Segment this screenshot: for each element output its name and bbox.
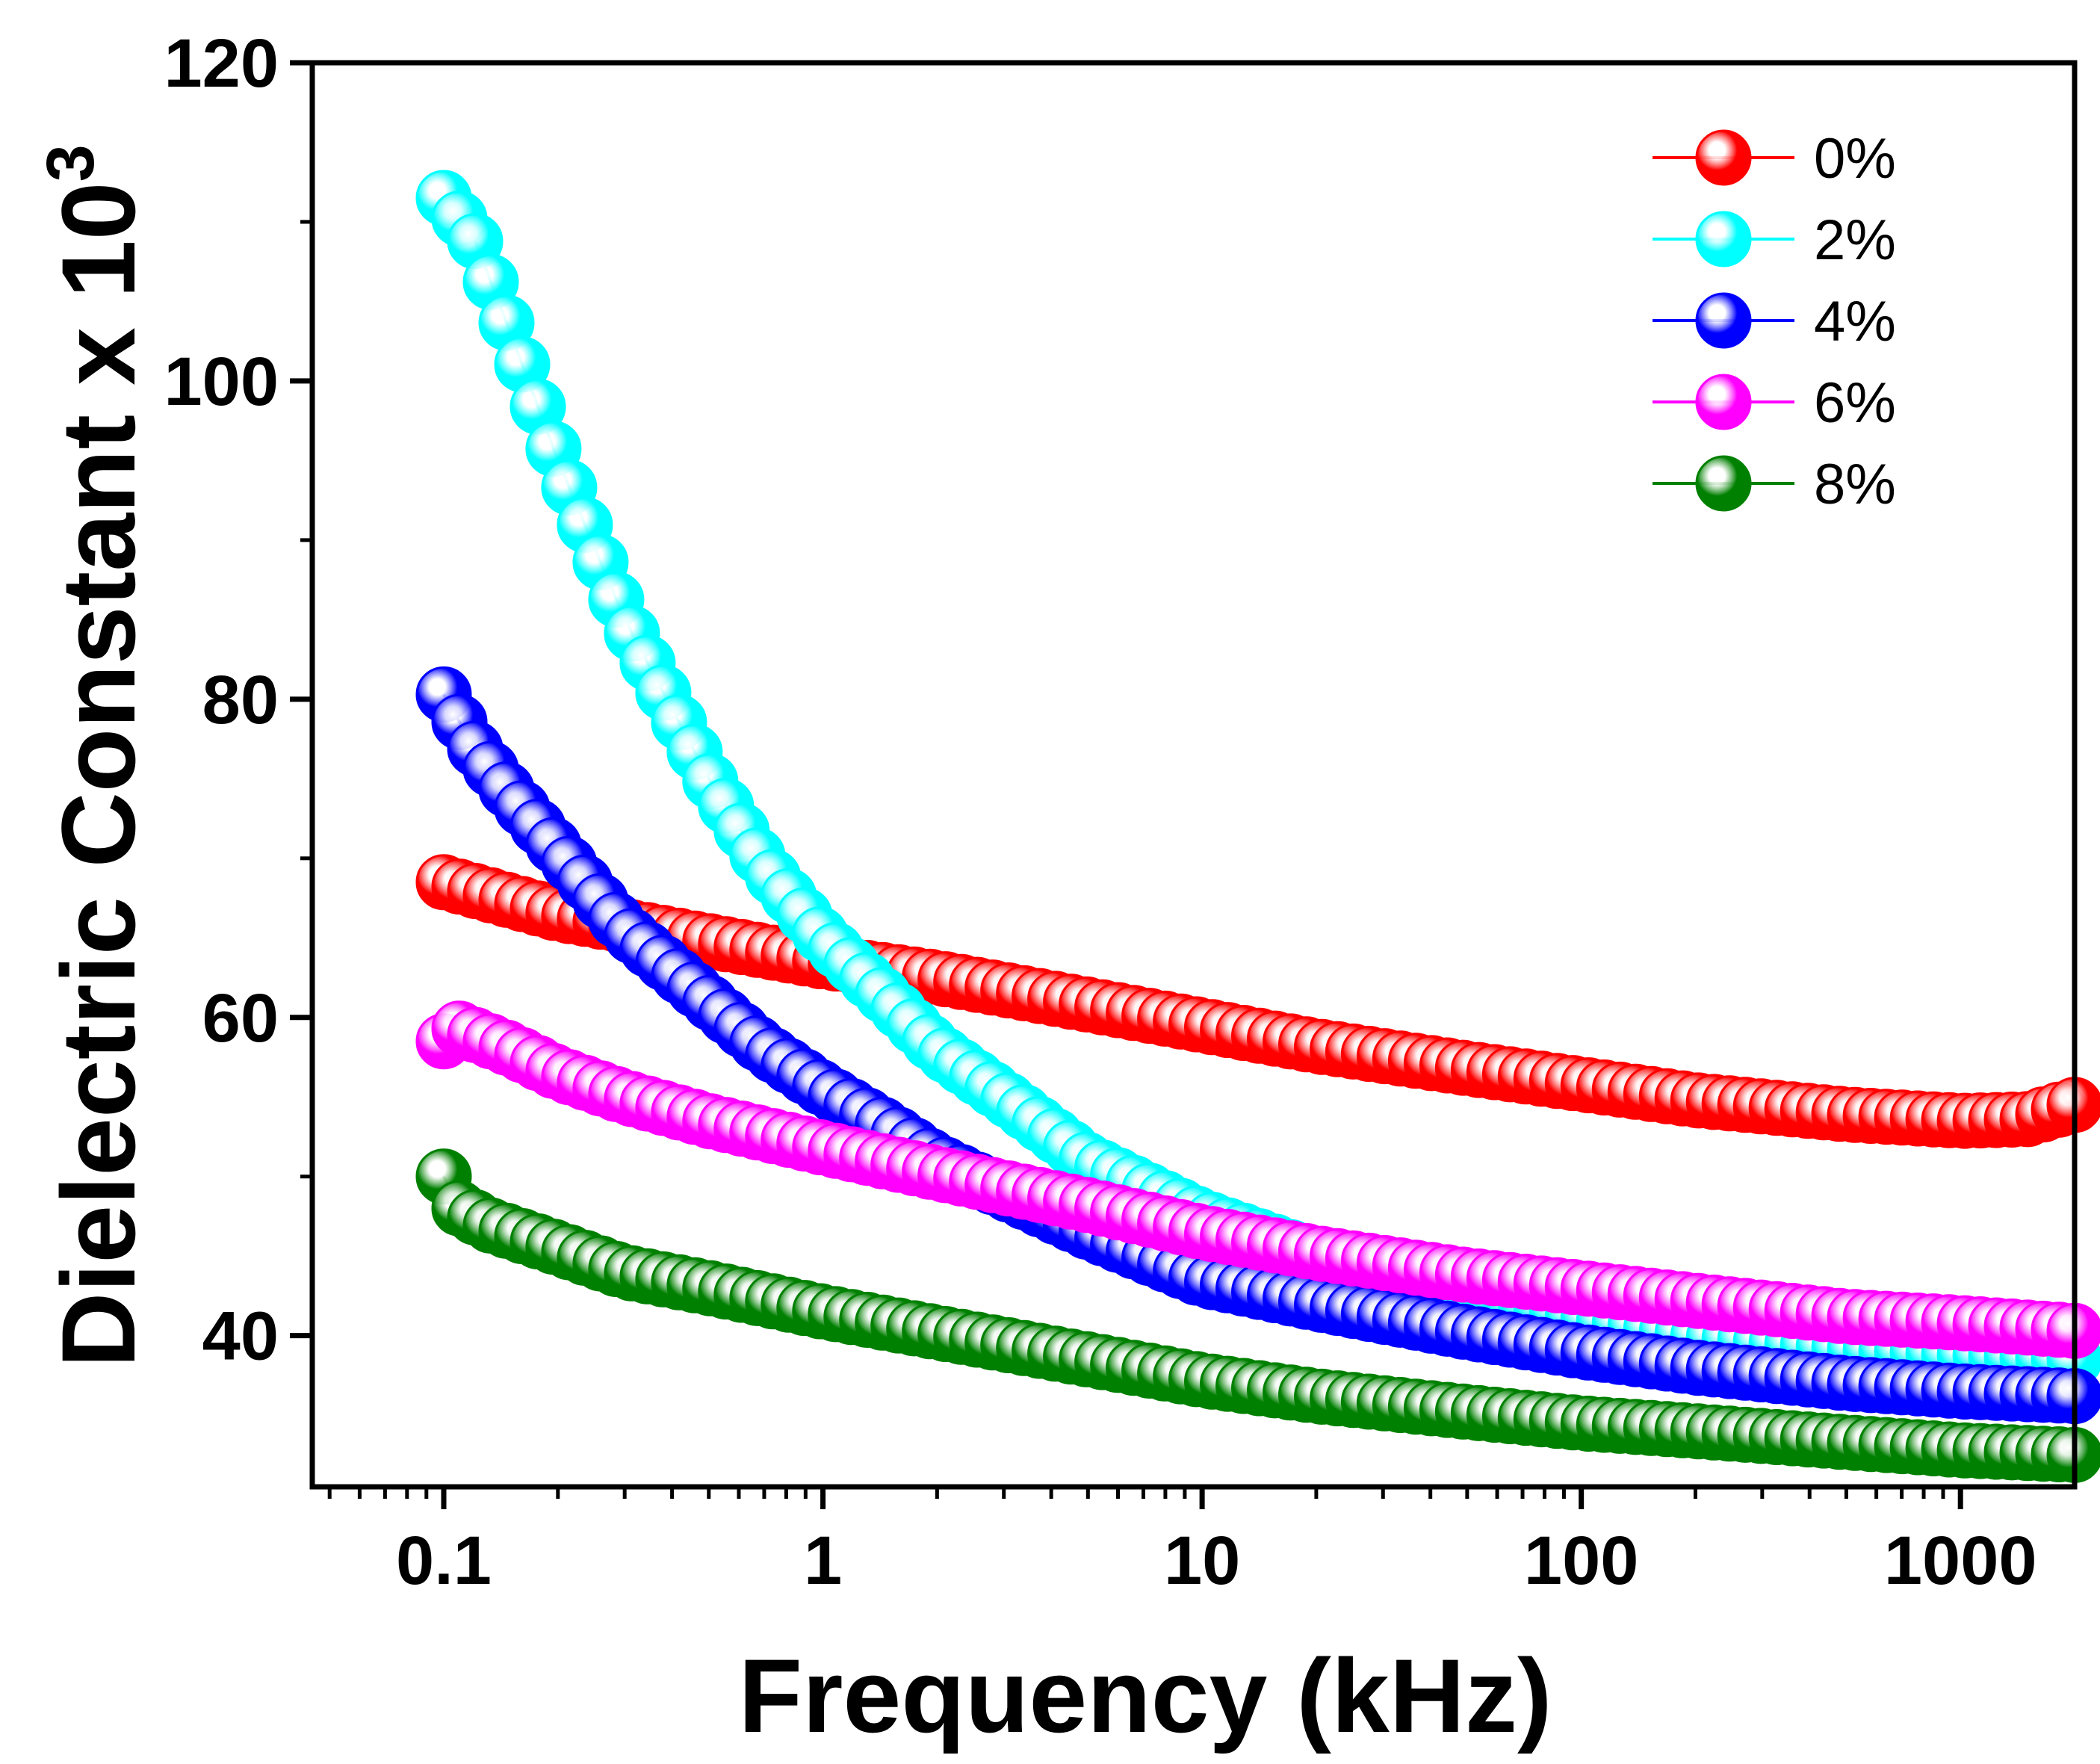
y-tick-label: 120 [164,25,279,102]
legend-label: 4% [1814,290,1896,353]
series-layer [415,170,2100,1483]
legend-label: 0% [1814,127,1896,191]
legend: 0% 2% 4% 6% 8% [1653,127,1896,516]
y-axis-title: Dielectric Constant x 103 [34,144,157,1367]
legend-label: 6% [1814,371,1896,435]
y-axis-title-main: Dielectric Constant x 10 [40,182,157,1367]
x-tick-label: 1 [804,1523,842,1599]
x-tick-label: 100 [1524,1523,1639,1599]
legend-marker [1695,211,1752,267]
plot-area-frame [309,60,2078,1490]
x-axis-title: Frequency (kHz) [738,1637,1552,1754]
y-tick-label: 100 [164,344,279,420]
series-4 [415,1000,2100,1359]
legend-item: 8% [1653,453,1896,516]
series-5 [415,1148,2100,1483]
x-tick-label: 10 [1164,1523,1240,1599]
legend-item: 2% [1653,208,1896,272]
axes-layer: 0.1 1 10 100 1000 40 60 80 100 120 [164,25,2037,1599]
legend-item: 6% [1653,371,1896,435]
y-tick-label: 60 [202,980,279,1056]
y-axis-title-superscript: 3 [34,144,108,182]
legend-label: 2% [1814,208,1896,272]
y-tick-label: 40 [202,1299,279,1375]
y-tick-label: 80 [202,662,279,738]
x-tick-label: 0.1 [396,1523,492,1599]
legend-label: 8% [1814,453,1896,516]
legend-item: 0% [1653,127,1896,191]
legend-item: 4% [1653,290,1896,353]
legend-marker [1695,129,1752,186]
legend-marker [1695,374,1752,430]
x-tick-label: 1000 [1884,1523,2037,1599]
legend-marker [1695,292,1752,349]
legend-marker [1695,455,1752,512]
